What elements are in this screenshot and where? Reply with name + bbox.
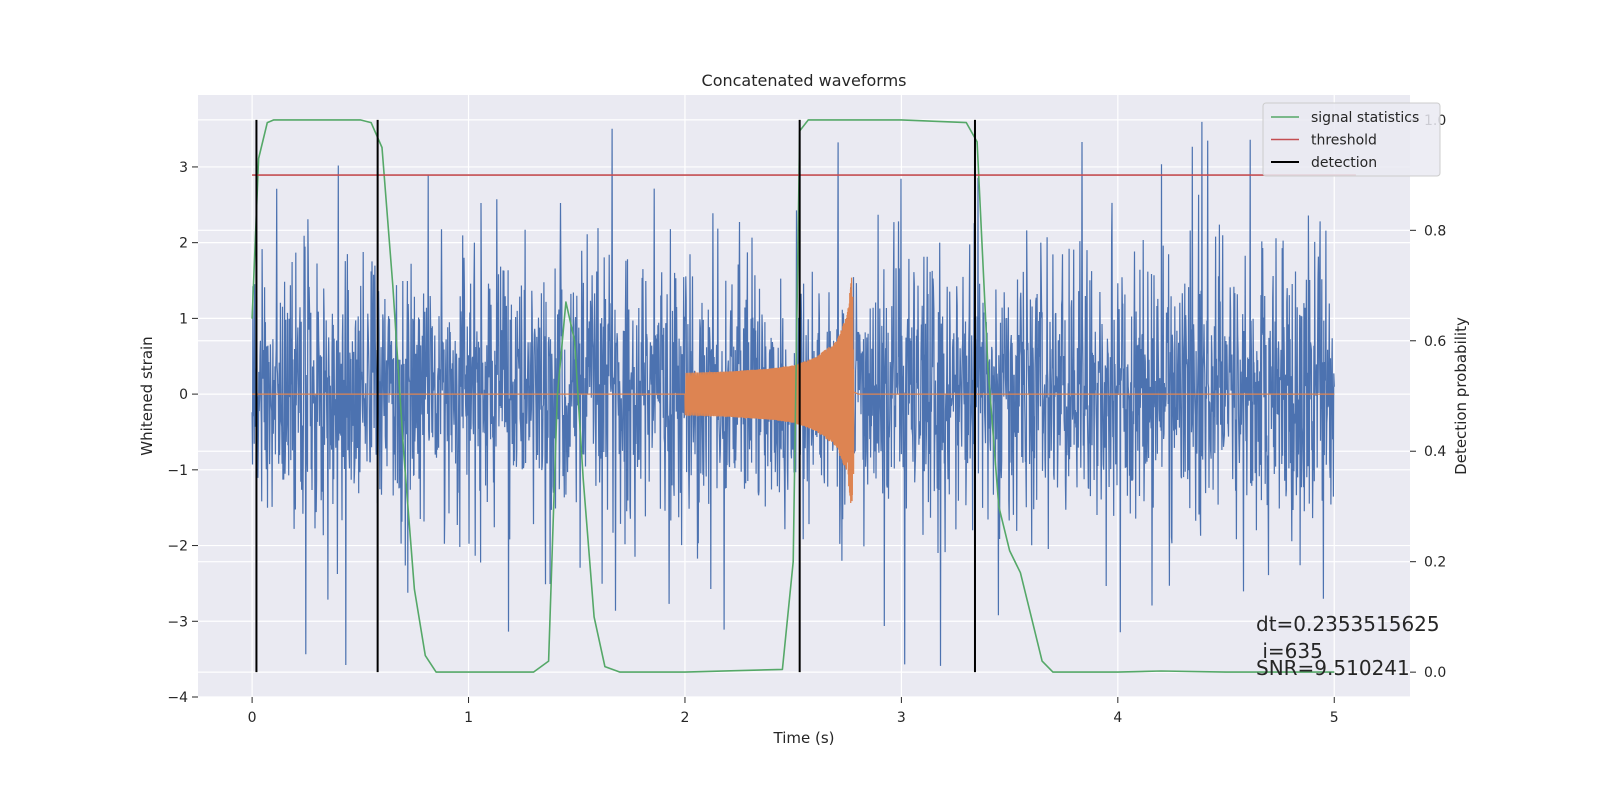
x-tick-label: 3 xyxy=(897,710,906,726)
y2-tick-label: 0.0 xyxy=(1424,665,1446,681)
y2-tick-label: 0.4 xyxy=(1424,444,1446,460)
y-tick-label: 1 xyxy=(179,311,188,327)
waveform-series-line xyxy=(252,277,1335,503)
x-axis-label: Time (s) xyxy=(773,729,835,747)
legend-label-detection: detection xyxy=(1311,155,1377,171)
x-tick-label: 1 xyxy=(464,710,473,726)
annotation-snr: SNR=9.510241 xyxy=(1256,656,1410,680)
x-tick-label: 5 xyxy=(1330,710,1339,726)
clipped-series xyxy=(251,119,1356,673)
annotation-dt: dt=0.2353515625 xyxy=(1256,612,1440,636)
x-tick-label: 0 xyxy=(248,710,257,726)
y2-axis-label: Detection probability xyxy=(1452,317,1470,475)
legend-label-signal-statistics: signal statistics xyxy=(1311,110,1419,126)
y2-tick-label: 0.6 xyxy=(1424,334,1446,350)
y-tick-label: 0 xyxy=(179,387,188,403)
data-layer xyxy=(251,119,1356,673)
legend-box xyxy=(1262,102,1441,177)
x-tick-label: 2 xyxy=(681,710,690,726)
y-tick-label: 3 xyxy=(179,160,188,176)
y-axis-label: Whitened strain xyxy=(138,336,156,455)
y2-tick-label: 0.2 xyxy=(1424,555,1446,571)
legend: signal statistics threshold detection xyxy=(1262,102,1441,177)
annotation-index: i=635 xyxy=(1256,639,1323,663)
y-tick-label: −1 xyxy=(167,463,188,479)
legend-label-threshold: threshold xyxy=(1311,133,1377,149)
y-tick-label: 2 xyxy=(179,236,188,252)
chart-title: Concatenated waveforms xyxy=(702,71,907,90)
signal-statistics-line xyxy=(251,119,1335,673)
y-tick-label: −4 xyxy=(167,690,188,706)
y-tick-label: −2 xyxy=(167,539,188,555)
y2-tick-label: 0.8 xyxy=(1424,223,1446,239)
noise-series-line xyxy=(251,121,1335,666)
x-tick-label: 4 xyxy=(1113,710,1122,726)
y-tick-label: −3 xyxy=(167,614,188,630)
